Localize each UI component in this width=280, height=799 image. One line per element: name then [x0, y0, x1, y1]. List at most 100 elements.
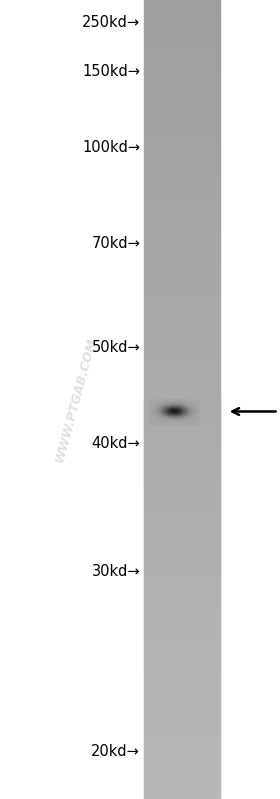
Bar — [159, 407, 161, 408]
Bar — [184, 407, 186, 408]
Bar — [179, 415, 181, 416]
Bar — [169, 411, 171, 412]
Bar — [179, 414, 181, 415]
Bar — [174, 418, 175, 419]
Bar — [175, 421, 176, 422]
Bar — [144, 743, 220, 745]
Bar — [187, 402, 188, 403]
Bar — [188, 406, 190, 407]
Bar — [181, 419, 183, 420]
Bar — [169, 415, 171, 416]
Bar — [163, 422, 165, 423]
Bar — [189, 408, 191, 409]
Bar — [164, 404, 166, 405]
Bar — [175, 408, 176, 409]
Bar — [183, 418, 185, 419]
Bar — [144, 136, 220, 138]
Bar — [144, 317, 220, 320]
Bar — [144, 761, 220, 764]
Bar — [150, 413, 151, 414]
Bar — [144, 106, 220, 109]
Bar — [144, 264, 220, 266]
Bar — [162, 406, 164, 407]
Bar — [175, 401, 176, 402]
Bar — [185, 421, 187, 422]
Bar — [187, 415, 188, 416]
Bar — [164, 401, 166, 402]
Bar — [163, 411, 165, 412]
Bar — [155, 417, 156, 418]
Bar — [144, 515, 220, 518]
Bar — [151, 409, 153, 410]
Bar — [188, 418, 190, 419]
Bar — [182, 404, 184, 405]
Bar — [160, 420, 162, 421]
Bar — [144, 184, 220, 186]
Bar — [162, 415, 164, 416]
Bar — [192, 420, 193, 421]
Bar — [195, 407, 197, 408]
Bar — [144, 463, 220, 466]
Bar — [151, 420, 153, 421]
Bar — [171, 410, 173, 411]
Bar — [158, 410, 160, 411]
Bar — [159, 418, 161, 419]
Bar — [175, 414, 176, 415]
Bar — [176, 421, 178, 422]
Bar — [187, 404, 188, 405]
Bar — [182, 405, 184, 406]
Bar — [157, 404, 159, 405]
Bar — [178, 404, 180, 405]
Bar — [144, 739, 220, 741]
Bar — [181, 417, 183, 418]
Bar — [152, 420, 154, 421]
Bar — [144, 481, 220, 484]
Bar — [187, 411, 188, 412]
Bar — [144, 44, 220, 46]
Bar — [169, 413, 171, 414]
Bar — [176, 415, 178, 416]
Bar — [196, 413, 198, 414]
Bar — [155, 408, 156, 409]
Bar — [181, 402, 183, 403]
Bar — [157, 405, 159, 406]
Bar — [160, 415, 162, 416]
Bar — [157, 420, 159, 421]
Bar — [181, 406, 183, 407]
Bar — [181, 406, 183, 407]
Bar — [159, 422, 161, 423]
Bar — [157, 407, 159, 408]
Bar — [176, 421, 178, 422]
Bar — [164, 412, 166, 414]
Bar — [193, 420, 194, 421]
Bar — [164, 416, 166, 417]
Bar — [193, 408, 194, 409]
Bar — [177, 403, 179, 404]
Bar — [196, 411, 198, 412]
Bar — [150, 419, 151, 420]
Bar — [164, 409, 166, 410]
Bar — [192, 413, 193, 414]
Bar — [163, 409, 165, 410]
Bar — [177, 417, 179, 418]
Bar — [175, 410, 176, 411]
Bar — [144, 702, 220, 704]
Bar — [158, 406, 160, 407]
Bar — [157, 400, 159, 401]
Bar — [176, 408, 178, 409]
Bar — [165, 404, 167, 405]
Bar — [196, 400, 198, 401]
Bar — [193, 421, 194, 422]
Bar — [195, 410, 197, 411]
Bar — [150, 407, 151, 408]
Bar — [196, 408, 198, 409]
Bar — [181, 402, 183, 403]
Bar — [144, 230, 220, 233]
Bar — [175, 411, 176, 412]
Bar — [150, 406, 151, 407]
Bar — [162, 406, 164, 407]
Bar — [151, 410, 153, 411]
Bar — [144, 321, 220, 324]
Bar — [164, 423, 166, 424]
Bar — [144, 2, 220, 5]
